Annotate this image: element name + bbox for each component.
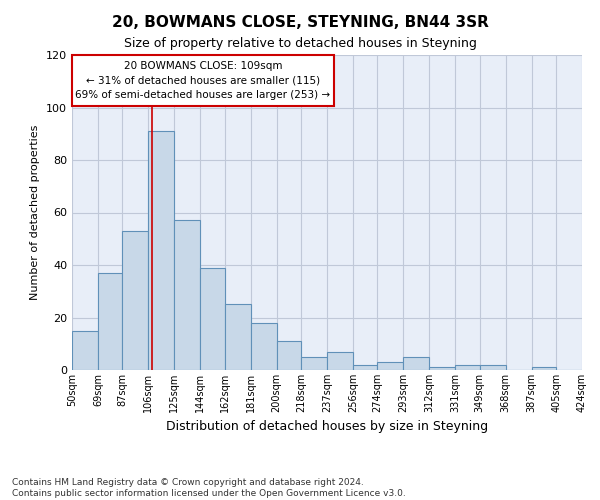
Bar bbox=[403, 357, 429, 370]
Bar bbox=[122, 231, 148, 370]
Bar bbox=[377, 362, 403, 370]
Bar bbox=[301, 357, 327, 370]
Bar bbox=[251, 323, 277, 370]
Bar bbox=[148, 131, 174, 370]
Bar bbox=[532, 368, 556, 370]
Bar bbox=[480, 365, 506, 370]
FancyBboxPatch shape bbox=[72, 55, 334, 106]
Bar bbox=[200, 268, 225, 370]
Bar bbox=[72, 330, 98, 370]
Text: Size of property relative to detached houses in Steyning: Size of property relative to detached ho… bbox=[124, 38, 476, 51]
Text: 20 BOWMANS CLOSE: 109sqm
← 31% of detached houses are smaller (115)
69% of semi-: 20 BOWMANS CLOSE: 109sqm ← 31% of detach… bbox=[76, 61, 331, 100]
Text: 20, BOWMANS CLOSE, STEYNING, BN44 3SR: 20, BOWMANS CLOSE, STEYNING, BN44 3SR bbox=[112, 15, 488, 30]
Bar bbox=[277, 341, 301, 370]
Bar bbox=[98, 273, 122, 370]
Bar bbox=[327, 352, 353, 370]
X-axis label: Distribution of detached houses by size in Steyning: Distribution of detached houses by size … bbox=[166, 420, 488, 434]
Bar bbox=[174, 220, 200, 370]
Text: Contains HM Land Registry data © Crown copyright and database right 2024.
Contai: Contains HM Land Registry data © Crown c… bbox=[12, 478, 406, 498]
Bar bbox=[455, 365, 480, 370]
Bar bbox=[225, 304, 251, 370]
Bar bbox=[353, 365, 377, 370]
Bar bbox=[429, 368, 455, 370]
Y-axis label: Number of detached properties: Number of detached properties bbox=[31, 125, 40, 300]
